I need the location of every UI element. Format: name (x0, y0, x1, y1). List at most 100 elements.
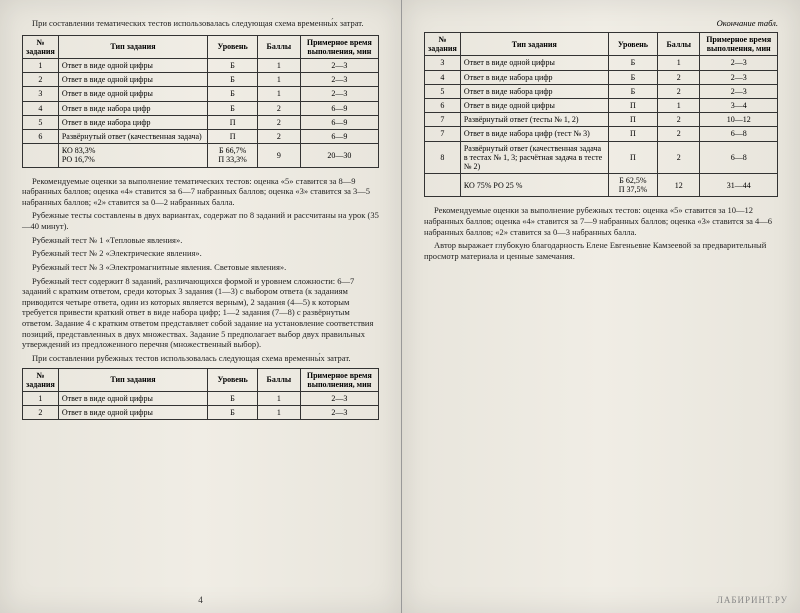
table-cell: Б (208, 101, 258, 115)
para: Рубежный тест № 3 «Электромагнитные явле… (22, 262, 379, 273)
left-page: При составлении тематических тестов испо… (0, 0, 402, 613)
table-cell: Б (208, 59, 258, 73)
table-cell: 20—30 (300, 144, 378, 167)
table-cell: 31—44 (700, 174, 778, 197)
table-cell: 2 (658, 70, 700, 84)
table-cell: Ответ в виде одной цифры (58, 406, 207, 420)
table-cell: 1 (23, 391, 59, 405)
table-header: Тип задания (58, 368, 207, 391)
para: При составлении рубежных тестов использо… (22, 353, 379, 364)
table-cell: 1 (258, 73, 301, 87)
table-cell (23, 144, 59, 167)
para: Рубежный тест № 2 «Электрические явления… (22, 248, 379, 259)
intro-text: При составлении тематических тестов испо… (22, 18, 379, 29)
table-cell: 2 (658, 141, 700, 174)
table-cell: 6—8 (700, 127, 778, 141)
table-cell: Б (208, 73, 258, 87)
table-cell: П (608, 141, 657, 174)
watermark: ЛАБИРИНТ.РУ (717, 595, 788, 605)
table-header: Примерное время выполнения, мин (300, 35, 378, 58)
table-cell: Б 62,5%П 37,5% (608, 174, 657, 197)
para: Рекомендуемые оценки за выполнение рубеж… (424, 205, 778, 237)
table-cell: П (208, 129, 258, 143)
table-cell: 2 (258, 129, 301, 143)
table-row: 8Развёрнутый ответ (качественная задача … (425, 141, 778, 174)
table-cell: Б (208, 391, 258, 405)
table-header: № задания (23, 35, 59, 58)
table-cell: КО 83,3%РО 16,7% (58, 144, 207, 167)
table-cell: 2 (23, 73, 59, 87)
table-cell: 1 (658, 56, 700, 70)
table-cell: Ответ в виде одной цифры (58, 73, 207, 87)
table-cell: 5 (23, 115, 59, 129)
table-row: 3Ответ в виде одной цифрыБ12—3 (23, 87, 379, 101)
table-cell: Развёрнутый ответ (качественная задача) (58, 129, 207, 143)
table-cell: Ответ в виде набора цифр (460, 84, 608, 98)
table-header: Баллы (258, 368, 301, 391)
table-cell: 2—3 (700, 70, 778, 84)
table-row: 7Ответ в виде набора цифр (тест № 3)П26—… (425, 127, 778, 141)
thematic-table: № заданияТип заданияУровеньБаллыПримерно… (22, 35, 379, 168)
para: Рубежные тесты составлены в двух вариант… (22, 210, 379, 231)
table-cell: 2 (658, 113, 700, 127)
table-cell: 2—3 (300, 59, 378, 73)
table-cell: Б (608, 70, 657, 84)
table-cell: П (208, 115, 258, 129)
table-cell: 7 (425, 113, 461, 127)
table-header: Тип задания (460, 33, 608, 56)
table-header: Баллы (658, 33, 700, 56)
table-cell: Развёрнутый ответ (тесты № 1, 2) (460, 113, 608, 127)
table-cell: Ответ в виде набора цифр (тест № 3) (460, 127, 608, 141)
table-cell: 4 (23, 101, 59, 115)
table-header: № задания (425, 33, 461, 56)
table-cell: 3 (23, 87, 59, 101)
table-cell: 9 (258, 144, 301, 167)
table-cell: 2 (258, 115, 301, 129)
table-cell: 1 (23, 59, 59, 73)
table-row: 2Ответ в виде одной цифрыБ12—3 (23, 406, 379, 420)
table-cell: Ответ в виде набора цифр (58, 115, 207, 129)
table-cell: 6 (425, 98, 461, 112)
para: Автор выражает глубокую благодарность Ел… (424, 240, 778, 261)
table-header: Примерное время выполнения, мин (300, 368, 378, 391)
table-cell: Б (608, 56, 657, 70)
table-cell: Б (608, 84, 657, 98)
table-row: 1Ответ в виде одной цифрыБ12—3 (23, 391, 379, 405)
table-cell: 6—8 (700, 141, 778, 174)
table-row: 1Ответ в виде одной цифрыБ12—3 (23, 59, 379, 73)
table-cell: 3 (425, 56, 461, 70)
table-cell: Ответ в виде одной цифры (460, 56, 608, 70)
table-cell: П (608, 127, 657, 141)
table-cell: 6—9 (300, 115, 378, 129)
table-cell: 1 (258, 406, 301, 420)
table-header: № задания (23, 368, 59, 391)
table-cell: 6 (23, 129, 59, 143)
table-cell: 3—4 (700, 98, 778, 112)
right-page: Окончание табл. № заданияТип заданияУров… (402, 0, 800, 613)
table-cell: Б (208, 406, 258, 420)
boundary-table-part2: № заданияТип заданияУровеньБаллыПримерно… (424, 32, 778, 197)
table-cell: 1 (258, 87, 301, 101)
table-cell: 8 (425, 141, 461, 174)
table-cell: 6—9 (300, 129, 378, 143)
table-row: 6Развёрнутый ответ (качественная задача)… (23, 129, 379, 143)
table-cell: 2—3 (300, 87, 378, 101)
table-cell: 4 (425, 70, 461, 84)
table-cell: 2 (23, 406, 59, 420)
table-cell: Развёрнутый ответ (качественная задача в… (460, 141, 608, 174)
table-cell: 12 (658, 174, 700, 197)
table-row: 4Ответ в виде набора цифрБ26—9 (23, 101, 379, 115)
table-cell: 2—3 (300, 391, 378, 405)
table-cell: 1 (258, 391, 301, 405)
table-cell: 5 (425, 84, 461, 98)
table-header: Уровень (208, 368, 258, 391)
table-cell: Ответ в виде одной цифры (58, 59, 207, 73)
table-row: 5Ответ в виде набора цифрБ22—3 (425, 84, 778, 98)
table-row: 5Ответ в виде набора цифрП26—9 (23, 115, 379, 129)
table-cell: 10—12 (700, 113, 778, 127)
table-row: КО 75% РО 25 %Б 62,5%П 37,5%1231—44 (425, 174, 778, 197)
table-cell: 2—3 (700, 84, 778, 98)
table-cell: Ответ в виде набора цифр (58, 101, 207, 115)
table-cell: Ответ в виде одной цифры (58, 87, 207, 101)
table-cell: Б (208, 87, 258, 101)
